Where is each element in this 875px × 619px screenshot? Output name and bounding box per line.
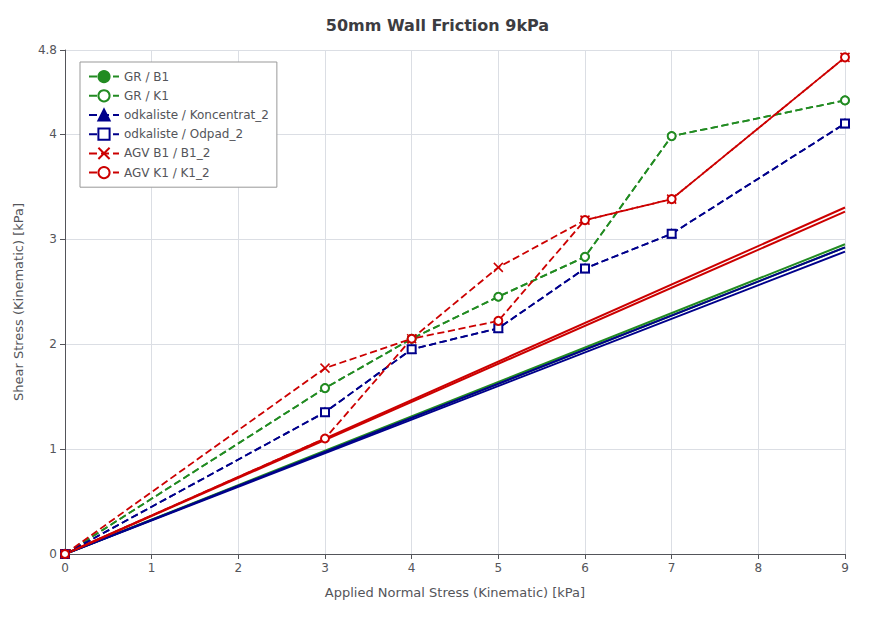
svg-text:2: 2 <box>235 561 243 575</box>
svg-text:6: 6 <box>581 561 589 575</box>
svg-text:GR / K1: GR / K1 <box>124 89 169 103</box>
svg-text:odkaliste / Koncentrat_2: odkaliste / Koncentrat_2 <box>124 108 269 122</box>
svg-text:4: 4 <box>408 561 416 575</box>
svg-text:2: 2 <box>49 337 57 351</box>
svg-text:5: 5 <box>495 561 503 575</box>
svg-text:4: 4 <box>49 127 57 141</box>
svg-text:odkaliste / Odpad_2: odkaliste / Odpad_2 <box>124 127 243 141</box>
svg-text:8: 8 <box>755 561 763 575</box>
svg-text:Shear Stress (Kinematic) [kPa]: Shear Stress (Kinematic) [kPa] <box>11 203 26 401</box>
svg-text:AGV B1 / B1_2: AGV B1 / B1_2 <box>124 146 210 160</box>
svg-text:9: 9 <box>841 561 849 575</box>
svg-text:3: 3 <box>321 561 329 575</box>
svg-text:Applied Normal Stress (Kinemat: Applied Normal Stress (Kinematic) [kPa] <box>325 585 585 600</box>
svg-text:1: 1 <box>49 442 57 456</box>
svg-text:50mm Wall Friction 9kPa: 50mm Wall Friction 9kPa <box>326 16 549 35</box>
svg-text:0: 0 <box>61 561 69 575</box>
svg-text:7: 7 <box>668 561 676 575</box>
svg-text:AGV K1 / K1_2: AGV K1 / K1_2 <box>124 166 210 180</box>
svg-text:GR / B1: GR / B1 <box>124 70 169 84</box>
svg-text:0: 0 <box>49 547 57 561</box>
svg-text:1: 1 <box>148 561 156 575</box>
svg-text:4.8: 4.8 <box>38 43 57 57</box>
svg-text:3: 3 <box>49 232 57 246</box>
